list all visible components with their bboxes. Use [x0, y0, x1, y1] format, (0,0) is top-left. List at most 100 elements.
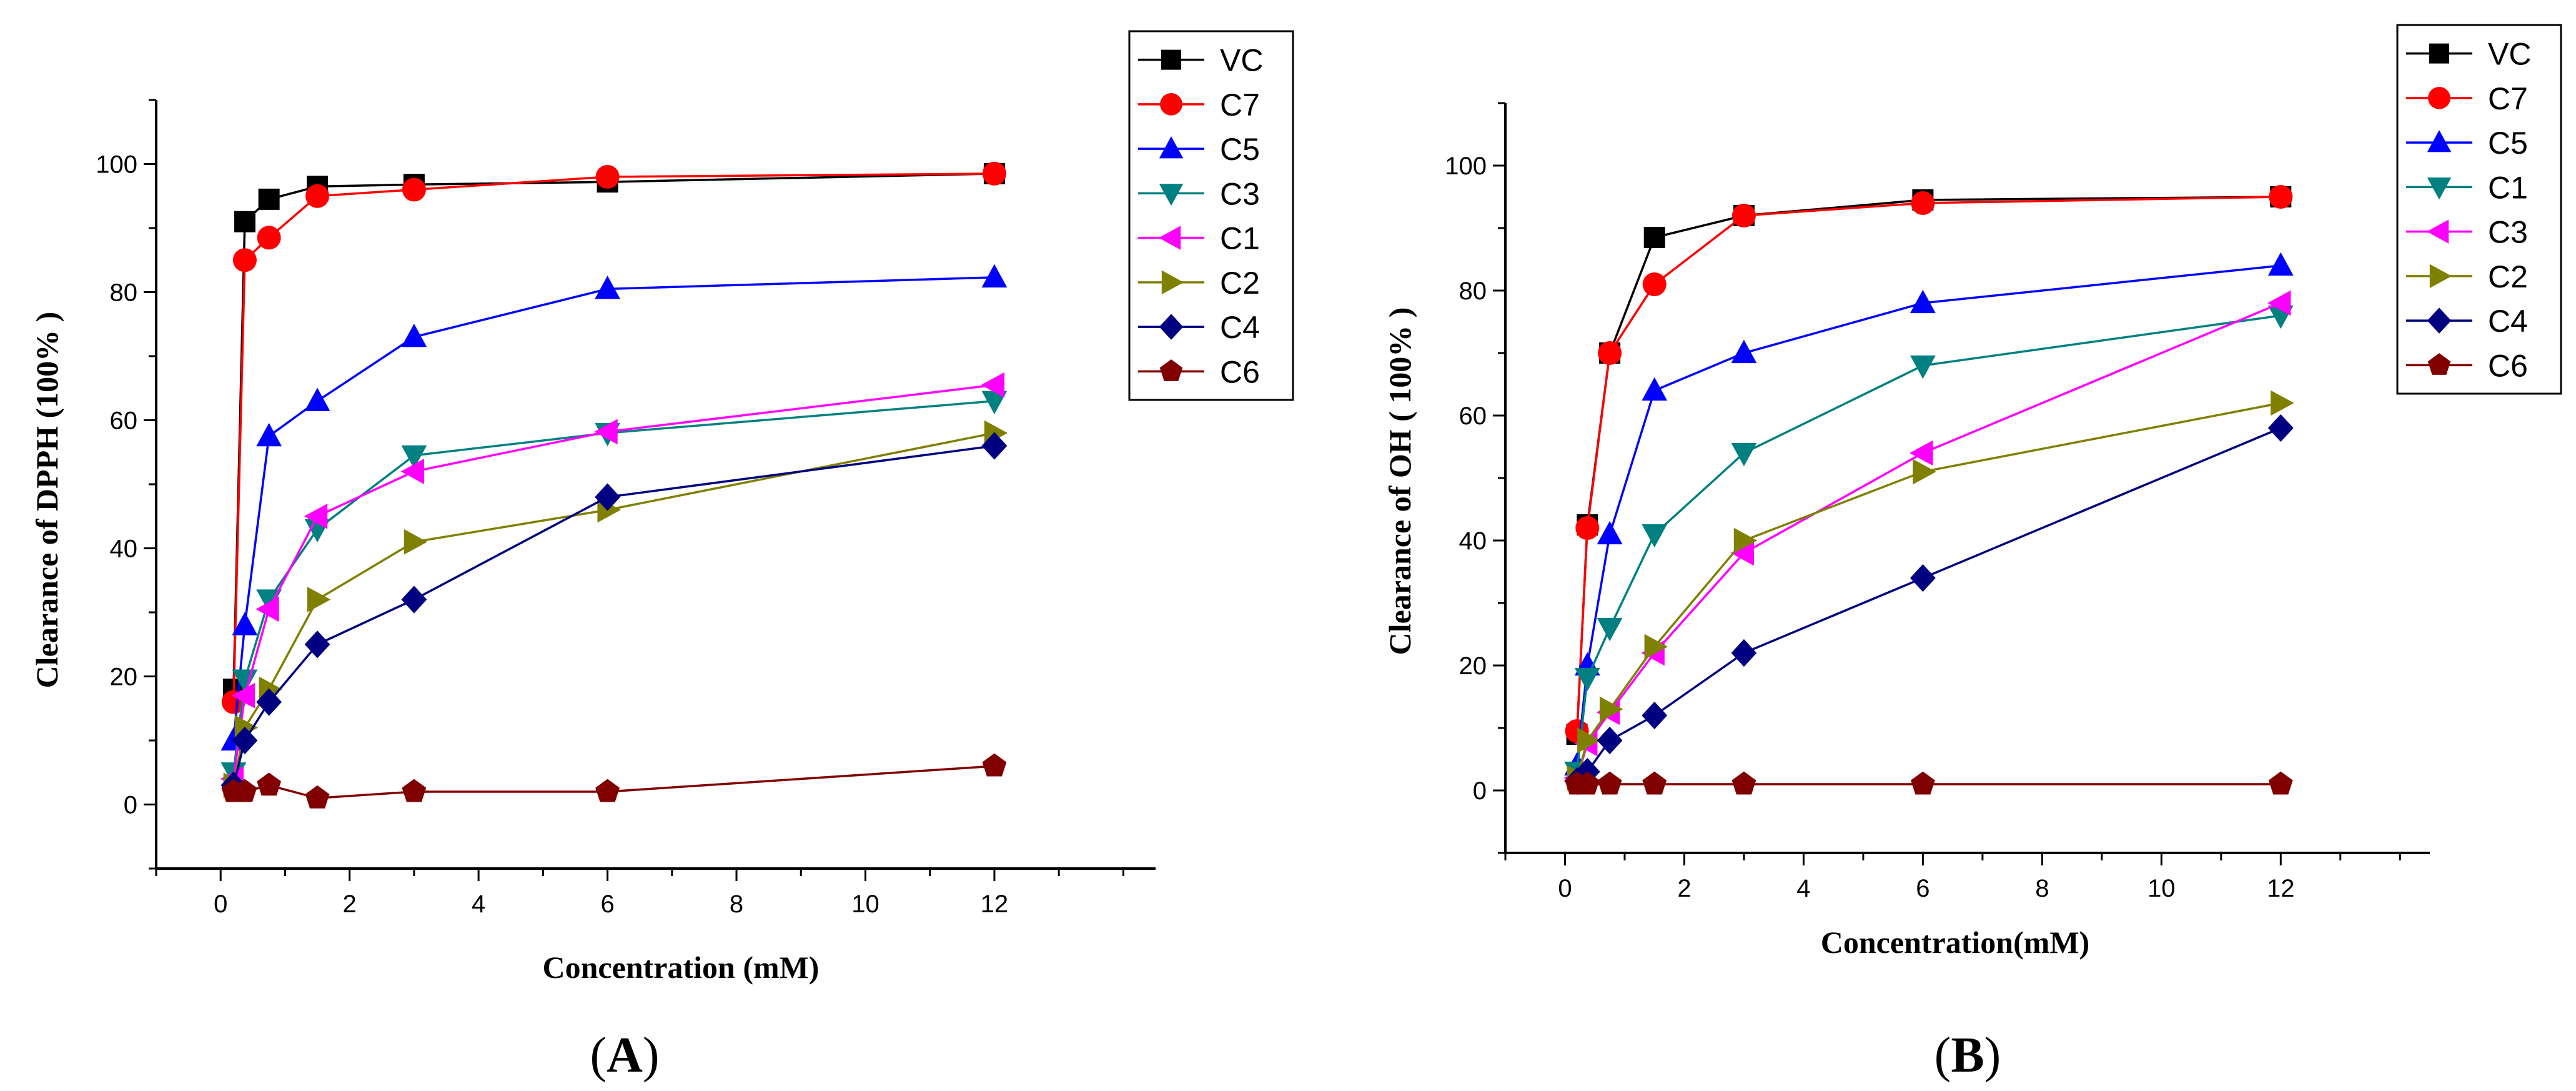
- x-tick-label: 8: [730, 890, 743, 918]
- series-c3: [220, 391, 1008, 786]
- legend-marker-c1: [2427, 177, 2452, 200]
- data-point-c4: [981, 432, 1008, 460]
- data-point-c4: [1642, 701, 1668, 730]
- x-tick-label: 8: [2035, 875, 2049, 902]
- legend-label-vc: VC: [1220, 43, 1263, 78]
- panel-label: (B): [1934, 1028, 2001, 1083]
- data-point-c1: [594, 419, 618, 445]
- data-point-c4: [2267, 414, 2294, 442]
- y-tick-label: 60: [110, 407, 138, 435]
- panel-paren: (: [1934, 1028, 1951, 1083]
- legend-marker-c2: [1161, 270, 1184, 295]
- data-point-c7: [982, 161, 1006, 186]
- data-point-c4: [1731, 639, 1757, 667]
- legend-marker-vc: [2429, 43, 2449, 64]
- x-axis-title: Concentration(mM): [1821, 925, 2089, 960]
- x-tick-label: 0: [214, 890, 227, 918]
- data-point-c7: [1575, 516, 1600, 541]
- data-point-c5: [981, 264, 1008, 288]
- y-axis-title: Clearance of OH ( 100% ): [1382, 307, 1417, 655]
- x-tick-label: 6: [600, 890, 614, 918]
- x-tick-label: 10: [851, 890, 879, 918]
- data-point-c5: [256, 422, 282, 447]
- x-tick-label: 10: [2147, 875, 2176, 902]
- legend-label-vc: VC: [2488, 37, 2531, 72]
- data-point-c7: [1911, 191, 1935, 216]
- data-point-c5: [401, 324, 427, 347]
- data-point-c5: [232, 612, 258, 635]
- series-c7: [221, 161, 1006, 714]
- data-point-c3: [401, 445, 427, 469]
- legend-label-c3: C3: [2488, 215, 2528, 250]
- y-tick-label: 80: [110, 279, 138, 307]
- x-axis-title: Concentration (mM): [543, 950, 820, 985]
- y-tick-label: 20: [110, 664, 138, 691]
- data-point-c7: [1598, 341, 1622, 366]
- x-tick-label: 12: [2267, 875, 2295, 902]
- data-point-c1: [981, 372, 1005, 398]
- data-point-c7: [232, 248, 257, 272]
- legend-marker-c3: [1159, 184, 1184, 206]
- y-axis-title: Clearance of DPPH (100% ): [29, 312, 64, 689]
- y-tick-label: 40: [1459, 527, 1487, 555]
- x-tick-label: 4: [1796, 875, 1810, 902]
- chart-panel-a: 0 20 40 60 80 100 0 2 4 6 8 10 12 Concentration (mM) C…: [29, 30, 1294, 1083]
- x-tick-label: 6: [1916, 875, 1930, 902]
- series-c1: [1564, 305, 2294, 785]
- legend-label-c6: C6: [2488, 348, 2528, 383]
- legend-marker-c4: [1159, 314, 1184, 340]
- data-point-c7: [402, 177, 426, 202]
- panel-paren: ): [1984, 1028, 2001, 1083]
- legend-marker-c6: [2427, 353, 2451, 375]
- panel-letter: A: [607, 1028, 643, 1083]
- legend-label-c7: C7: [2488, 81, 2528, 116]
- x-tick-label: 0: [1558, 875, 1572, 902]
- data-point-c6: [1731, 771, 1756, 795]
- x-tick-label: 2: [1677, 875, 1691, 902]
- data-point-c4: [232, 726, 258, 755]
- data-point-c7: [595, 164, 620, 189]
- data-point-vc: [234, 211, 255, 232]
- data-point-c1: [304, 503, 328, 529]
- legend-box: [2396, 24, 2562, 395]
- data-point-c1: [1574, 667, 1600, 692]
- data-point-c5: [304, 387, 330, 411]
- data-point-c2: [2271, 390, 2294, 416]
- data-point-c7: [257, 226, 281, 250]
- legend-box: [1128, 30, 1294, 401]
- series-c7: [1565, 184, 2293, 744]
- data-point-c3: [2267, 290, 2291, 316]
- y-tick-label: 40: [110, 536, 138, 563]
- data-point-vc: [1643, 227, 1665, 248]
- legend: VC C7 C5 C1 C3 C2 C4 C6: [2396, 24, 2562, 395]
- data-point-c1: [231, 682, 255, 709]
- data-point-c2: [307, 587, 331, 612]
- data-point-c4: [304, 630, 330, 659]
- series-c6: [221, 753, 1007, 809]
- panel-letter: B: [1951, 1028, 1984, 1083]
- data-point-c6: [1910, 771, 1935, 795]
- data-point-c4: [1910, 564, 1936, 592]
- data-point-c3: [1730, 540, 1755, 566]
- series-line-c1: [1575, 314, 2281, 772]
- data-point-c1: [255, 596, 279, 622]
- data-point-c4: [256, 688, 282, 716]
- data-point-c6: [595, 779, 620, 802]
- series-line-c3: [1575, 302, 2281, 779]
- data-point-c1: [1731, 442, 1757, 467]
- legend-label-c1: C1: [2488, 170, 2528, 205]
- data-point-c5: [1642, 377, 1668, 401]
- data-point-c6: [982, 753, 1007, 777]
- data-point-c7: [2269, 184, 2293, 209]
- panel-label: (A): [590, 1028, 659, 1083]
- data-point-c6: [1597, 771, 1622, 795]
- data-point-c6: [257, 772, 282, 796]
- data-point-c4: [1597, 726, 1623, 755]
- panel-paren: (: [590, 1028, 607, 1083]
- data-point-c7: [305, 184, 330, 208]
- data-point-c2: [1913, 459, 1936, 485]
- data-point-c5: [1597, 521, 1623, 545]
- chart-panel-b: 0 20 40 60 80 100 0 2 4 6 8 10 12 Concentration(mM) Cl…: [1382, 24, 2562, 1083]
- x-tick-label: 2: [343, 890, 357, 918]
